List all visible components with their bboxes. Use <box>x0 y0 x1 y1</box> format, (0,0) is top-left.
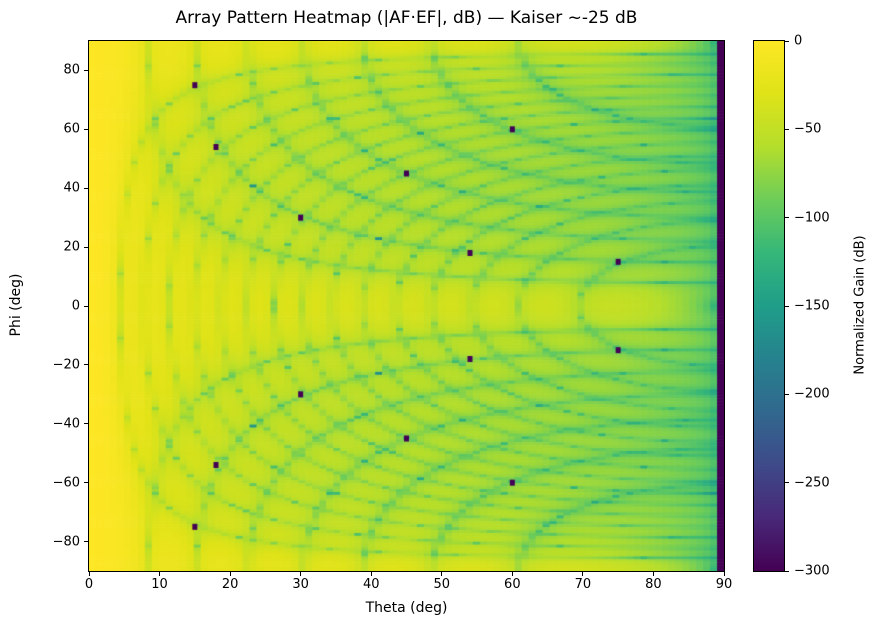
y-tick-label: −40 <box>52 416 80 432</box>
x-tick-label: 40 <box>362 577 380 592</box>
heatmap-canvas <box>89 41 724 571</box>
x-tick-mark <box>229 572 231 576</box>
y-tick-mark <box>84 541 88 543</box>
chart-title: Array Pattern Heatmap (|AF·EF|, dB) — Ka… <box>175 8 638 28</box>
x-tick-label: 70 <box>574 577 592 592</box>
colorbar-tick-label: −50 <box>794 121 822 137</box>
x-tick-mark <box>441 572 443 576</box>
x-tick-label: 10 <box>151 577 168 592</box>
colorbar-tick-label: −300 <box>794 563 830 579</box>
y-tick-mark <box>84 187 88 189</box>
colorbar-gradient <box>754 41 784 571</box>
colorbar-tick-mark <box>785 393 789 395</box>
x-tick-label: 60 <box>504 577 521 592</box>
y-tick-mark <box>84 69 88 71</box>
colorbar-tick-label: −250 <box>794 475 830 491</box>
x-tick-label: 80 <box>645 577 662 592</box>
x-tick-label: 90 <box>715 577 733 592</box>
y-tick-label: −20 <box>52 357 80 373</box>
x-tick-mark <box>88 572 90 576</box>
colorbar-tick-label: −150 <box>794 298 830 314</box>
y-tick-mark <box>84 246 88 248</box>
colorbar-tick-mark <box>785 482 789 484</box>
y-tick-label: 40 <box>63 180 80 196</box>
colorbar-tick-mark <box>785 128 789 130</box>
colorbar-tick-mark <box>785 570 789 572</box>
colorbar-label: Normalized Gain (dB) <box>852 235 868 375</box>
y-tick-mark <box>84 305 88 307</box>
y-tick-label: 60 <box>63 121 80 137</box>
y-tick-label: −80 <box>52 534 80 550</box>
y-tick-mark <box>84 423 88 425</box>
x-tick-mark <box>511 572 513 576</box>
plot-area <box>88 40 725 572</box>
x-tick-mark <box>300 572 302 576</box>
x-tick-label: 30 <box>292 577 309 592</box>
x-tick-label: 50 <box>433 577 451 592</box>
x-axis-label: Theta (deg) <box>365 600 448 616</box>
colorbar <box>753 40 785 572</box>
x-tick-label: 0 <box>84 577 94 592</box>
colorbar-tick-mark <box>785 305 789 307</box>
colorbar-tick-mark <box>785 217 789 219</box>
colorbar-tick-label: −100 <box>794 210 830 226</box>
y-tick-mark <box>84 364 88 366</box>
y-tick-label: 80 <box>63 62 80 78</box>
colorbar-tick-mark <box>785 40 789 42</box>
y-tick-mark <box>84 482 88 484</box>
x-tick-mark <box>159 572 161 576</box>
y-tick-label: 20 <box>63 239 80 255</box>
colorbar-tick-label: −200 <box>794 386 830 402</box>
colorbar-tick-label: 0 <box>794 33 803 49</box>
y-tick-label: −60 <box>52 475 80 491</box>
x-tick-label: 20 <box>221 577 239 592</box>
x-tick-mark <box>582 572 584 576</box>
x-tick-mark <box>370 572 372 576</box>
y-tick-label: 0 <box>71 298 80 314</box>
x-tick-mark <box>723 572 725 576</box>
x-tick-mark <box>652 572 654 576</box>
y-tick-mark <box>84 128 88 130</box>
